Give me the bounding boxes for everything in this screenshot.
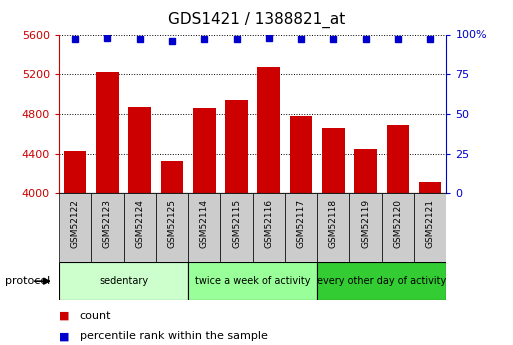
Text: GSM52115: GSM52115 [232, 199, 241, 248]
Bar [124, 193, 156, 262]
Bar [317, 262, 446, 300]
Bar [193, 108, 215, 193]
Text: GSM52119: GSM52119 [361, 199, 370, 248]
Bar [188, 193, 221, 262]
Text: GSM52125: GSM52125 [167, 199, 176, 248]
Bar [225, 100, 248, 193]
Bar [188, 262, 317, 300]
Text: GSM52121: GSM52121 [426, 199, 435, 248]
Bar [387, 125, 409, 193]
Text: ■: ■ [59, 311, 69, 321]
Text: every other day of activity: every other day of activity [317, 276, 446, 286]
Text: GSM52124: GSM52124 [135, 199, 144, 248]
Bar [258, 67, 280, 193]
Text: ■: ■ [59, 332, 69, 341]
Bar [382, 193, 414, 262]
Text: percentile rank within the sample: percentile rank within the sample [80, 332, 267, 341]
Bar [322, 128, 345, 193]
Bar [317, 193, 349, 262]
Text: GSM52123: GSM52123 [103, 199, 112, 248]
Text: twice a week of activity: twice a week of activity [195, 276, 310, 286]
Text: GSM52114: GSM52114 [200, 199, 209, 248]
Text: sedentary: sedentary [99, 276, 148, 286]
Text: GSM52117: GSM52117 [297, 199, 306, 248]
Bar [419, 182, 442, 193]
Bar [221, 193, 252, 262]
Text: protocol: protocol [5, 276, 50, 286]
Text: GDS1421 / 1388821_at: GDS1421 / 1388821_at [168, 12, 345, 28]
Bar [161, 161, 183, 193]
Bar [156, 193, 188, 262]
Bar [59, 262, 188, 300]
Text: GSM52122: GSM52122 [71, 199, 80, 248]
Bar [252, 193, 285, 262]
Bar [128, 107, 151, 193]
Text: GSM52118: GSM52118 [329, 199, 338, 248]
Bar [96, 72, 119, 193]
Bar [64, 150, 86, 193]
Bar [285, 193, 317, 262]
Bar [414, 193, 446, 262]
Text: GSM52116: GSM52116 [264, 199, 273, 248]
Text: count: count [80, 311, 111, 321]
Bar [349, 193, 382, 262]
Text: GSM52120: GSM52120 [393, 199, 402, 248]
Bar [290, 116, 312, 193]
Bar [59, 193, 91, 262]
Bar [91, 193, 124, 262]
Bar [354, 149, 377, 193]
